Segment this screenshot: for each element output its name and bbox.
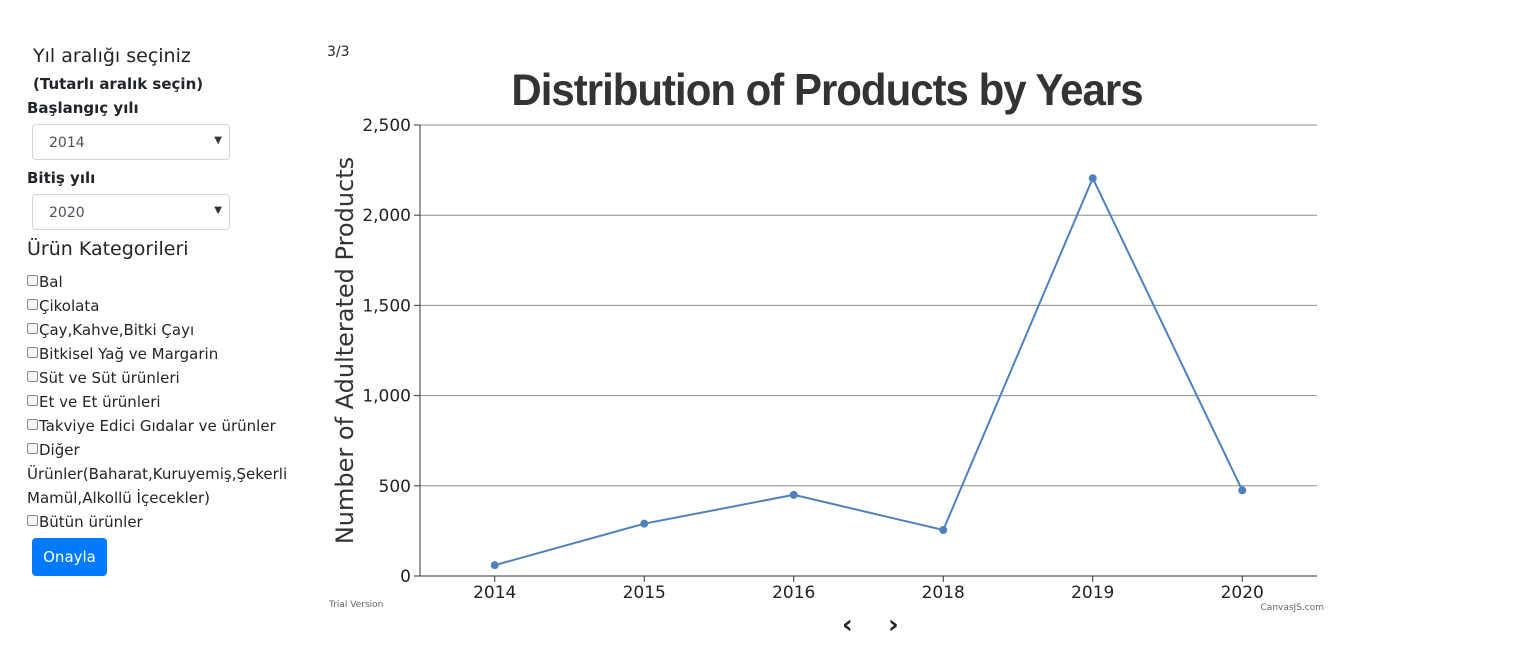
x-tick-label: 2016 <box>772 583 815 603</box>
prev-chart-button[interactable]: ‹ <box>842 610 853 640</box>
y-tick-label: 2,000 <box>362 206 411 226</box>
category-checkbox[interactable] <box>27 515 38 526</box>
category-label: Çikolata <box>39 297 100 315</box>
canvasjs-credit[interactable]: CanvasJS.com <box>1261 603 1324 613</box>
year-range-title: Yıl aralığı seçiniz <box>33 45 191 67</box>
trial-version-text: Trial Version <box>328 600 383 610</box>
category-label: Çay,Kahve,Bitki Çayı <box>39 321 195 339</box>
category-item-cay-kahve[interactable]: Çay,Kahve,Bitki Çayı <box>27 318 277 342</box>
line-chart: Distribution of Products by Years Number… <box>328 66 1324 613</box>
start-year-value: 2014 <box>49 135 85 151</box>
y-tick-label: 1,500 <box>362 296 411 316</box>
category-label: Diğer Ürünler(Baharat,Kuruyemiş,Şekerli … <box>27 441 288 507</box>
category-label: Süt ve Süt ürünleri <box>39 369 180 387</box>
data-point[interactable] <box>939 525 948 534</box>
category-label: Takviye Edici Gıdalar ve ürünler <box>39 417 276 435</box>
category-label: Bütün ürünler <box>39 513 143 531</box>
category-checkbox[interactable] <box>27 419 38 430</box>
category-item-butun[interactable]: Bütün ürünler <box>27 510 277 534</box>
category-checkbox[interactable] <box>27 299 38 310</box>
start-year-label: Başlangıç yılı <box>27 99 139 117</box>
chart-container: Distribution of Products by Years Number… <box>320 60 1340 615</box>
next-chart-button[interactable]: › <box>888 610 899 640</box>
category-checkbox[interactable] <box>27 275 38 286</box>
series-line <box>494 175 1244 567</box>
category-checkbox[interactable] <box>27 323 38 334</box>
data-point[interactable] <box>1238 486 1247 495</box>
chevron-down-icon: ▼ <box>214 205 222 216</box>
category-checkbox[interactable] <box>27 395 38 406</box>
year-range-subtitle: (Tutarlı aralık seçin) <box>33 75 204 93</box>
category-checkbox[interactable] <box>27 347 38 358</box>
category-checkbox[interactable] <box>27 443 38 454</box>
page-counter: 3/3 <box>327 44 350 60</box>
y-axis-label: Number of Adulterated Products <box>331 157 359 544</box>
category-list: Bal Çikolata Çay,Kahve,Bitki Çayı Bitkis… <box>27 270 287 534</box>
y-tick-label: 0 <box>400 567 411 587</box>
chart-title: Distribution of Products by Years <box>511 66 1142 115</box>
y-tick-label: 2,500 <box>362 116 411 136</box>
category-label: Bal <box>39 273 63 291</box>
series-layer <box>490 174 1247 570</box>
x-tick-label: 2020 <box>1221 583 1264 603</box>
category-item-diger[interactable]: Diğer Ürünler(Baharat,Kuruyemiş,Şekerli … <box>27 438 287 510</box>
filter-sidebar: Yıl aralığı seçiniz (Tutarlı aralık seçi… <box>0 0 300 662</box>
data-point[interactable] <box>490 561 499 570</box>
x-tick-label: 2014 <box>473 583 516 603</box>
chevron-down-icon: ▼ <box>214 135 222 146</box>
x-tick-label: 2018 <box>922 583 965 603</box>
confirm-button[interactable]: Onayla <box>32 538 107 576</box>
category-item-sut[interactable]: Süt ve Süt ürünleri <box>27 366 277 390</box>
grid-layer <box>420 124 1317 487</box>
categories-heading: Ürün Kategorileri <box>27 238 189 260</box>
x-tick-label: 2019 <box>1071 583 1114 603</box>
category-label: Bitkisel Yağ ve Margarin <box>39 345 219 363</box>
data-point[interactable] <box>789 490 798 499</box>
axis-layer: 0 500 1,000 1,500 2,000 2,500 2014 2015 2016 2018… <box>362 116 1317 603</box>
category-checkbox[interactable] <box>27 371 38 382</box>
category-item-takviye[interactable]: Takviye Edici Gıdalar ve ürünler <box>27 414 277 438</box>
y-tick-label: 1,000 <box>362 387 411 407</box>
end-year-value: 2020 <box>49 205 85 221</box>
x-tick-label: 2015 <box>623 583 666 603</box>
end-year-label: Bitiş yılı <box>27 169 96 187</box>
category-label: Et ve Et ürünleri <box>39 393 161 411</box>
y-tick-label: 500 <box>379 477 411 497</box>
data-point[interactable] <box>640 519 649 528</box>
category-item-cikolata[interactable]: Çikolata <box>27 294 277 318</box>
start-year-select[interactable]: 2014 ▼ <box>32 124 230 160</box>
data-point[interactable] <box>1088 174 1097 183</box>
end-year-select[interactable]: 2020 ▼ <box>32 194 230 230</box>
category-item-et[interactable]: Et ve Et ürünleri <box>27 390 277 414</box>
category-item-bal[interactable]: Bal <box>27 270 277 294</box>
category-item-bitkisel-yag[interactable]: Bitkisel Yağ ve Margarin <box>27 342 277 366</box>
